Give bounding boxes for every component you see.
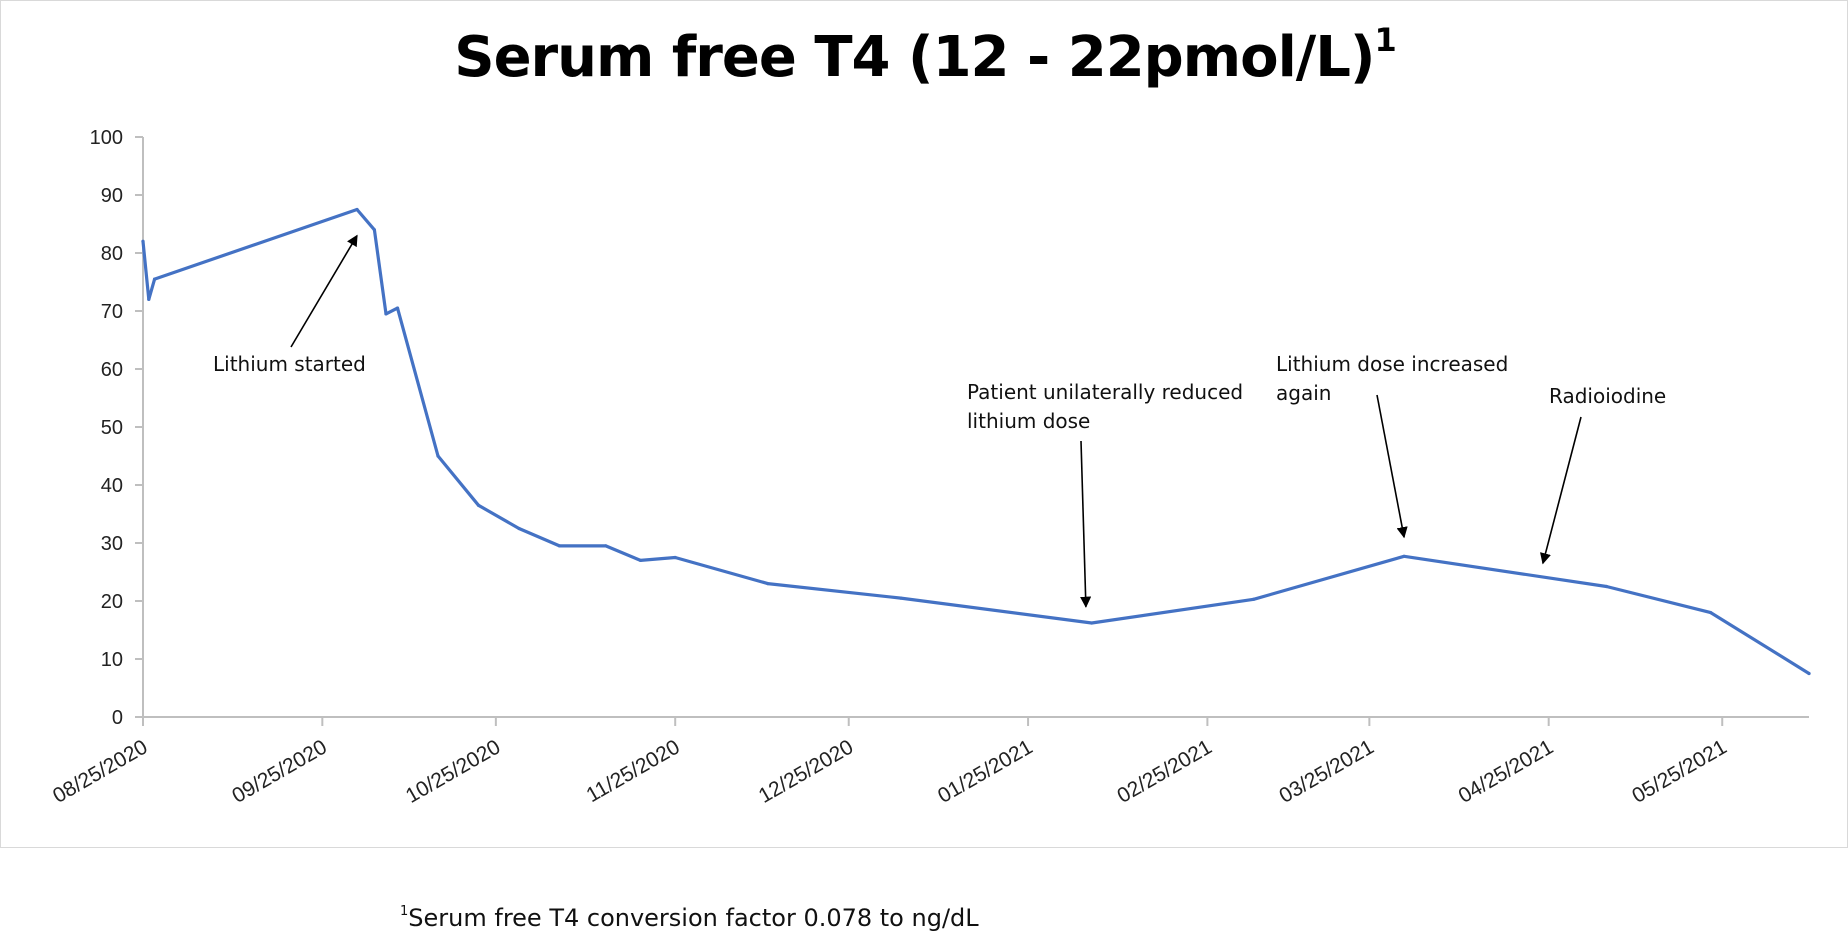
y-tick-label: 10 [101, 649, 123, 671]
annotation-label: Patient unilaterally reduced [967, 380, 1243, 404]
data-point [1252, 597, 1256, 601]
data-point [476, 503, 481, 507]
chart-title-text: Serum free T4 (12 - 22pmol/L) [454, 25, 1375, 90]
y-tick-label: 70 [101, 301, 123, 323]
annotation-label: Lithium dose increased [1276, 352, 1508, 376]
data-point [1402, 554, 1406, 558]
x-tick-label: 03/25/2021 [1275, 735, 1378, 807]
y-tick-label: 50 [101, 417, 123, 439]
chart-title: Serum free T4 (12 - 22pmol/L)1 [1, 21, 1848, 90]
y-tick-label: 90 [101, 185, 123, 207]
annotation-label: lithium dose [967, 409, 1090, 433]
footnote-marker: 1 [400, 904, 409, 919]
data-point [1709, 611, 1713, 615]
x-tick-label: 04/25/2021 [1455, 735, 1558, 807]
x-tick-label: 10/25/2020 [402, 735, 505, 807]
data-point [673, 555, 677, 560]
y-tick-label: 30 [101, 533, 123, 555]
annotation-label: Lithium started [213, 352, 366, 376]
data-point [766, 582, 770, 586]
y-tick-label: 100 [90, 127, 123, 149]
data-point [1807, 671, 1811, 676]
annotation-arrow [290, 234, 358, 348]
y-tick-label: 60 [101, 359, 123, 381]
data-point [436, 454, 440, 458]
footnote-text: Serum free T4 conversion factor 0.078 to… [408, 904, 979, 932]
data-point [604, 544, 608, 548]
annotation-arrow [1540, 416, 1582, 565]
data-point [899, 596, 903, 600]
line-chart: 0 10 20 30 40 50 60 70 80 90 100 08/25/2020 09/25/20… [49, 127, 1811, 808]
annotation-label: Radioiodine [1549, 384, 1666, 408]
annotation-arrow [1080, 440, 1092, 608]
x-tick-label: 05/25/2021 [1628, 735, 1731, 807]
y-tick-label: 20 [101, 591, 123, 613]
x-tick-label: 02/25/2021 [1113, 735, 1216, 807]
data-point [517, 526, 521, 531]
data-point [372, 228, 376, 232]
annotation-label: again [1276, 381, 1331, 405]
data-point [141, 239, 145, 243]
data-point [152, 277, 157, 281]
series-line [141, 207, 1811, 676]
chart-frame: Serum free T4 (12 - 22pmol/L)1 0 10 20 30 40… [0, 0, 1848, 848]
x-tick-label: 09/25/2020 [228, 735, 331, 807]
x-tick-label: 12/25/2020 [755, 735, 858, 807]
x-tick-label: 01/25/2021 [934, 735, 1037, 807]
data-point [355, 207, 359, 212]
y-tick-label: 40 [101, 475, 123, 497]
data-point [395, 306, 400, 310]
x-tick-label: 08/25/2020 [49, 735, 152, 807]
data-point [638, 558, 643, 563]
x-tick-label: 11/25/2020 [583, 735, 684, 807]
annotation-arrow [1376, 394, 1408, 539]
y-tick-label: 80 [101, 243, 123, 265]
footnote: 1Serum free T4 conversion factor 0.078 t… [400, 904, 979, 932]
data-point [557, 544, 562, 548]
data-point [147, 297, 151, 301]
y-tick-label: 0 [112, 707, 123, 729]
data-point [1604, 584, 1609, 589]
title-footnote-marker: 1 [1374, 21, 1397, 59]
data-point [1090, 621, 1094, 625]
data-point [384, 312, 388, 316]
